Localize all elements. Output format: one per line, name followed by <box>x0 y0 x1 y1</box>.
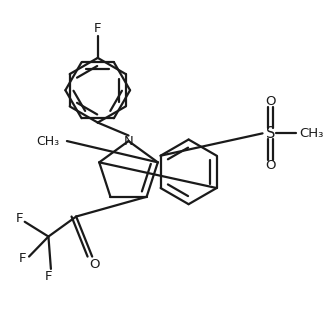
Text: O: O <box>89 258 100 271</box>
Text: O: O <box>265 94 276 107</box>
Text: O: O <box>265 159 276 172</box>
Text: F: F <box>16 212 23 225</box>
Text: F: F <box>94 22 101 35</box>
Text: CH₃: CH₃ <box>36 135 59 148</box>
Text: CH₃: CH₃ <box>299 127 323 140</box>
Text: F: F <box>45 270 52 283</box>
Text: F: F <box>18 252 26 264</box>
Text: N: N <box>124 135 133 148</box>
Text: S: S <box>266 126 275 141</box>
